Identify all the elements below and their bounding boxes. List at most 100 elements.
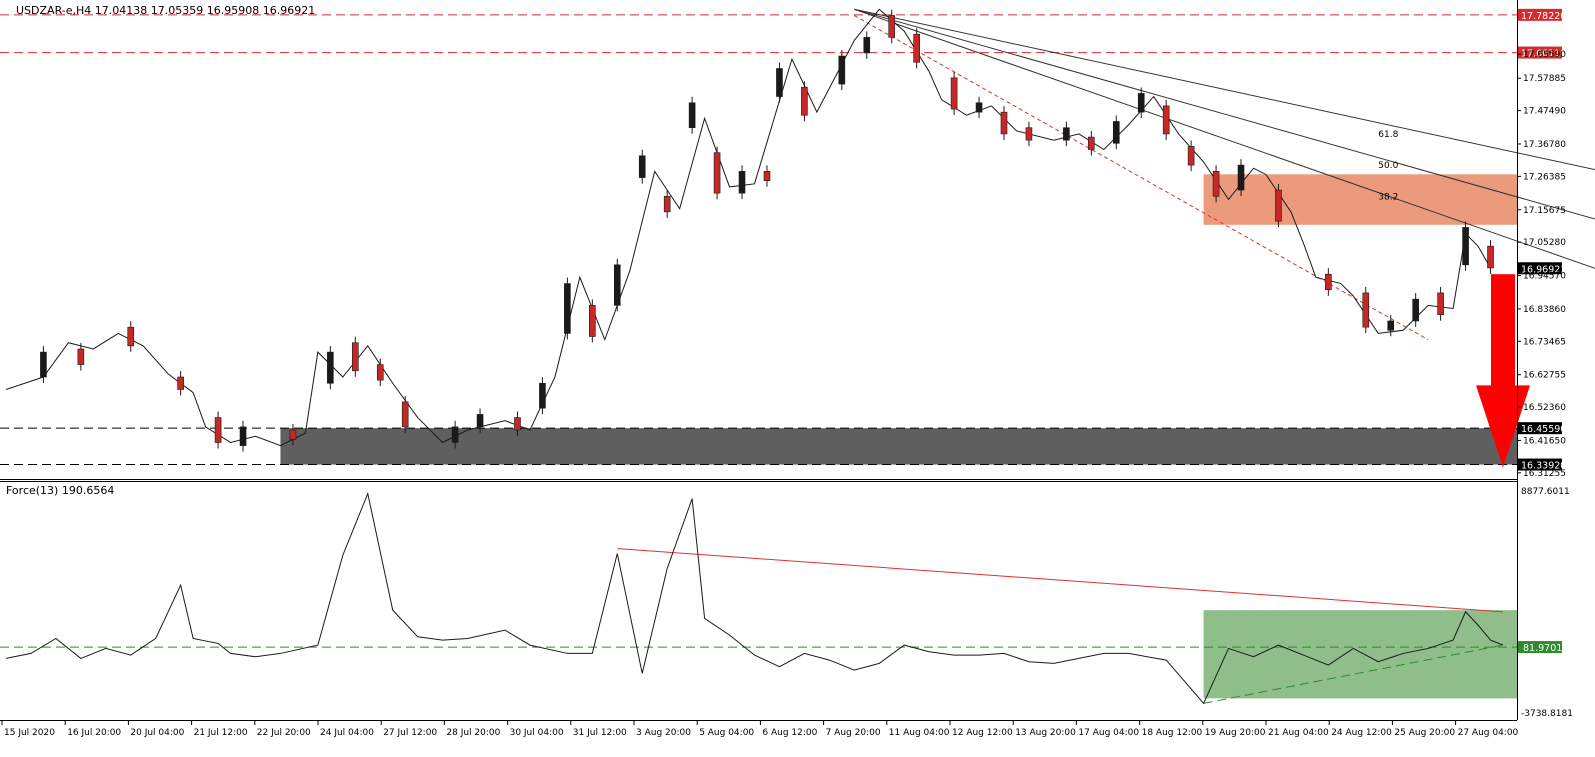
y-tick-label: 17.05280: [1523, 238, 1566, 248]
candle-body: [1088, 136, 1095, 150]
candle-body: [401, 401, 409, 428]
x-tick-label: 6 Aug 12:00: [762, 728, 817, 738]
candle-body: [1362, 292, 1370, 328]
arrow-head: [1476, 385, 1530, 468]
force-panel: [0, 491, 1517, 705]
y-tick-label: 16.94570: [1523, 272, 1566, 282]
candle-body: [1187, 146, 1195, 166]
y-tick-label: 17.65590: [1523, 50, 1566, 60]
y-tick-label: 16.83860: [1523, 305, 1566, 315]
arrow-shaft: [1491, 274, 1515, 388]
x-tick-label: 18 Aug 12:00: [1142, 728, 1203, 738]
candle-body: [1325, 273, 1332, 291]
fan-label: 50.0: [1378, 161, 1398, 171]
y-tick-label: 16.52360: [1523, 403, 1566, 413]
force-downtrend: [617, 548, 1504, 613]
candle-body: [838, 55, 846, 85]
candle-body: [1437, 292, 1444, 316]
x-tick-label: 7 Aug 20:00: [826, 728, 881, 738]
level-label-bg: [1518, 46, 1562, 59]
candle-body: [888, 15, 896, 38]
candle-body: [1162, 105, 1170, 135]
fan-label: 38.2: [1378, 192, 1398, 202]
candle-body: [1275, 189, 1282, 222]
candle-body: [763, 171, 771, 181]
force-current-bg: [1518, 641, 1562, 654]
candle-body: [1063, 127, 1070, 141]
candle-body: [514, 417, 521, 431]
x-tick-label: 20 Jul 04:00: [130, 728, 184, 738]
candle-body: [289, 429, 297, 440]
x-tick-label: 19 Aug 20:00: [1205, 728, 1266, 738]
candle-body: [40, 351, 47, 378]
force-y-max: 8877.6011: [1521, 487, 1570, 497]
y-tick-label: 17.57885: [1523, 74, 1566, 84]
y-tick-label: 16.41650: [1523, 436, 1566, 446]
level-label: 17.66110: [1521, 49, 1566, 60]
price-header: USDZAR-e,H4 17.04138 17.05359 16.95908 1…: [16, 4, 315, 17]
force-header: Force(13) 190.6564: [6, 484, 114, 497]
x-tick-label: 27 Jul 12:00: [383, 728, 437, 738]
fan-label: 61.8: [1378, 130, 1398, 140]
candle-body: [327, 351, 334, 384]
support-zone: [280, 428, 1518, 465]
fan-line: [854, 8, 1595, 269]
candle-body: [688, 102, 696, 129]
candle-body: [801, 86, 808, 116]
labels: USDZAR-e,H4 17.04138 17.05359 16.95908 1…: [6, 4, 315, 497]
candle-body: [127, 326, 135, 347]
x-tick-label: 17 Aug 04:00: [1078, 728, 1139, 738]
candle-body: [476, 414, 484, 428]
x-tick-label: 3 Aug 20:00: [636, 728, 691, 738]
fan-line: [854, 8, 1595, 171]
candle-body: [950, 77, 958, 110]
last-price-label: 16.96921: [1521, 264, 1566, 275]
price-path: [5, 8, 1491, 447]
candle-body: [913, 33, 920, 63]
candle-body: [975, 102, 983, 113]
candle-body: [1000, 111, 1008, 135]
candle-body: [1412, 298, 1419, 322]
x-tick-label: 28 Jul 20:00: [446, 728, 500, 738]
candle-body: [376, 364, 384, 381]
candle-body: [1387, 320, 1395, 331]
x-tick-label: 21 Jul 12:00: [194, 728, 248, 738]
candle-body: [738, 171, 746, 194]
axes: 17.78220 17.66110 16.45590 16.33920 16.96921…: [0, 0, 1573, 738]
level-label-bg: [1518, 458, 1562, 471]
level-label-bg: [1518, 8, 1562, 21]
x-tick-label: 25 Aug 20:00: [1394, 728, 1455, 738]
x-tick-label: 13 Aug 20:00: [1015, 728, 1076, 738]
candle-body: [564, 283, 571, 334]
resistance-zone: [1203, 174, 1517, 225]
candle-body: [539, 382, 546, 409]
level-label: 17.78220: [1521, 11, 1566, 22]
y-tick-label: 16.31255: [1523, 469, 1566, 479]
candle-body: [1462, 227, 1469, 266]
force-current-label: 81.9701: [1523, 643, 1562, 654]
candle-body: [1212, 171, 1220, 197]
force-y-min: -3738.8181: [1521, 709, 1573, 719]
force-zone: [1203, 610, 1517, 699]
candle-body: [1025, 127, 1033, 141]
candle-body: [776, 68, 783, 97]
x-tick-label: 22 Jul 20:00: [257, 728, 311, 738]
candle-body: [1237, 164, 1245, 191]
price-panel: 61.8 50.0 38.2: [0, 8, 1595, 468]
candle-body: [351, 342, 359, 372]
y-tick-label: 17.47490: [1523, 107, 1566, 117]
x-tick-label: 15 Jul 2020: [4, 728, 55, 738]
candle-body: [451, 426, 459, 443]
level-label-bg: [1518, 422, 1562, 435]
x-tick-label: 21 Aug 04:00: [1268, 728, 1329, 738]
candle-body: [1112, 121, 1120, 144]
candle-body: [663, 195, 671, 213]
trend-line: [854, 15, 1429, 341]
candle-body: [177, 376, 184, 390]
level-label: 16.33920: [1521, 461, 1566, 472]
level-label: 16.45590: [1521, 424, 1566, 435]
y-tick-label: 17.26385: [1523, 172, 1566, 182]
candle-body: [214, 417, 222, 443]
